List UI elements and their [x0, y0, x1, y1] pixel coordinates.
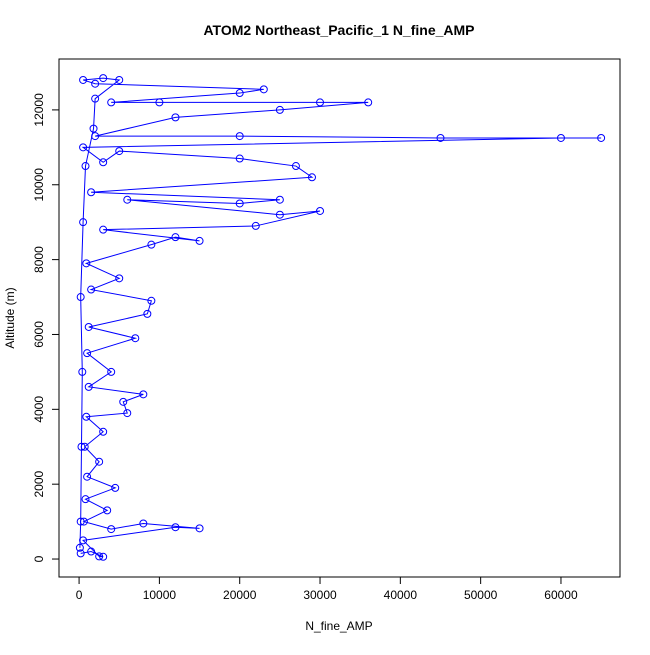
data-point — [91, 94, 100, 103]
data-point — [87, 285, 96, 294]
x-tick-label: 40000 — [384, 588, 418, 602]
data-point — [99, 158, 108, 167]
data-point — [131, 334, 140, 343]
data-point — [82, 259, 91, 268]
data-point — [76, 549, 85, 558]
data-point — [316, 206, 325, 215]
data-point — [79, 517, 88, 526]
data-point — [235, 154, 244, 163]
y-axis-label: Altitude (m) — [3, 287, 17, 348]
data-point — [77, 442, 86, 451]
y-tick-label: 10000 — [32, 168, 46, 202]
data-point — [107, 525, 116, 534]
data-point — [83, 472, 92, 481]
data-point — [84, 382, 93, 391]
y-tick-label: 0 — [32, 555, 46, 562]
data-point — [99, 552, 108, 561]
data-point — [123, 409, 132, 418]
y-tick-label: 2000 — [32, 471, 46, 498]
y-tick-label: 12000 — [32, 93, 46, 127]
y-tick-label: 4000 — [32, 396, 46, 423]
data-point — [275, 210, 284, 219]
data-point — [103, 506, 112, 515]
data-point — [76, 517, 85, 526]
data-point — [115, 147, 124, 156]
data-point — [75, 543, 84, 552]
data-point — [119, 397, 128, 406]
data-point — [99, 225, 108, 234]
data-point — [91, 79, 100, 88]
data-point — [99, 74, 108, 83]
data-point — [275, 195, 284, 204]
data-point — [76, 293, 85, 302]
data-point — [84, 322, 93, 331]
data-point — [556, 133, 565, 142]
data-point — [79, 75, 88, 84]
x-tick-label: 10000 — [143, 588, 177, 602]
data-point — [143, 309, 152, 318]
data-point — [99, 427, 108, 436]
data-point — [171, 523, 180, 532]
data-point — [95, 552, 104, 561]
data-point — [115, 75, 124, 84]
data-point — [235, 89, 244, 98]
data-point — [597, 133, 606, 142]
data-point — [82, 412, 91, 421]
data-point — [171, 233, 180, 242]
x-tick-label: 0 — [76, 588, 83, 602]
data-point — [107, 98, 116, 107]
data-point — [95, 457, 104, 466]
x-tick-label: 60000 — [544, 588, 578, 602]
data-point — [115, 274, 124, 283]
data-point — [235, 132, 244, 141]
data-point — [259, 85, 268, 94]
data-point — [79, 536, 88, 545]
plot-frame — [58, 58, 621, 578]
data-point — [81, 495, 90, 504]
data-point — [79, 143, 88, 152]
y-tick-label: 6000 — [32, 321, 46, 348]
data-point — [147, 296, 156, 305]
data-point — [80, 442, 89, 451]
data-point — [316, 98, 325, 107]
x-tick-label: 50000 — [464, 588, 498, 602]
data-point — [147, 240, 156, 249]
x-tick-label: 30000 — [303, 588, 337, 602]
y-tick-label: 8000 — [32, 246, 46, 273]
x-axis-label: N_fine_AMP — [305, 619, 372, 633]
data-point — [139, 390, 148, 399]
data-point — [81, 162, 90, 171]
x-tick-label: 20000 — [223, 588, 257, 602]
chart-title: ATOM2 Northeast_Pacific_1 N_fine_AMP — [203, 22, 474, 38]
data-point — [91, 132, 100, 141]
data-point — [364, 98, 373, 107]
series-line — [79, 77, 602, 558]
data-point — [89, 124, 98, 133]
data-point — [79, 218, 88, 227]
data-point — [87, 547, 96, 556]
data-point — [195, 524, 204, 533]
data-point — [235, 199, 244, 208]
data-point — [291, 162, 300, 171]
data-point — [83, 349, 92, 358]
data-point — [107, 367, 116, 376]
data-point — [307, 173, 316, 182]
data-point — [123, 195, 132, 204]
data-point — [155, 98, 164, 107]
data-point — [139, 519, 148, 528]
data-point — [78, 367, 87, 376]
data-point — [87, 188, 96, 197]
data-point — [275, 105, 284, 114]
data-point — [111, 483, 120, 492]
data-point — [195, 236, 204, 245]
data-point — [436, 133, 445, 142]
data-point — [251, 221, 260, 230]
data-point — [171, 113, 180, 122]
